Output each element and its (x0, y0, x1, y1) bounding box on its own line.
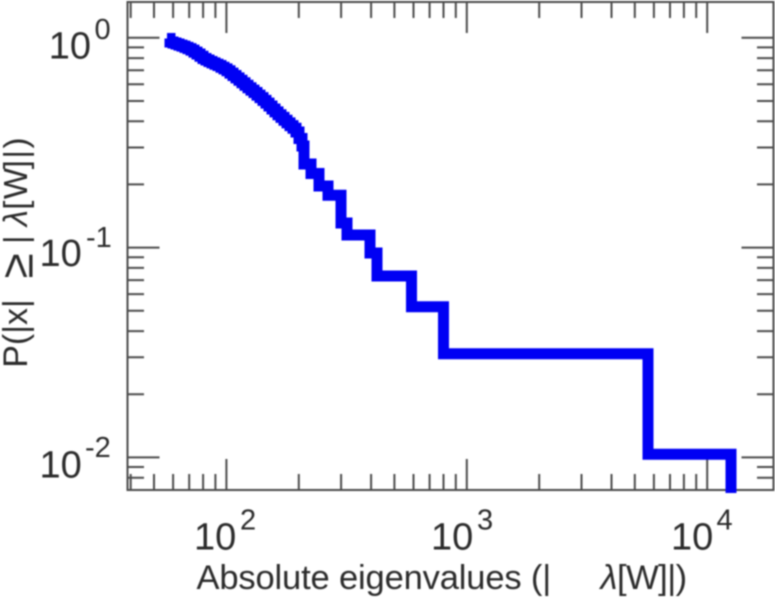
svg-text:≥: ≥ (0, 253, 43, 278)
svg-text:P(|x|: P(|x| (0, 299, 35, 368)
svg-text:λ[W]|): λ[W]|) (599, 559, 687, 597)
svg-text:0: 0 (95, 14, 111, 46)
svg-text:10: 10 (49, 26, 91, 68)
svg-text:|λ[W]|): |λ[W]|) (0, 136, 34, 244)
svg-text:10: 10 (431, 517, 473, 559)
svg-text:4: 4 (717, 505, 733, 537)
svg-text:10: 10 (40, 233, 82, 275)
svg-text:-1: -1 (86, 222, 112, 254)
svg-text:3: 3 (477, 505, 493, 537)
svg-text:2: 2 (240, 505, 256, 537)
svg-text:10: 10 (40, 444, 82, 486)
svg-text:Absolute eigenvalues (|: Absolute eigenvalues (| (197, 559, 552, 597)
svg-text:10: 10 (194, 517, 236, 559)
svg-text:-2: -2 (85, 432, 111, 464)
svg-text:10: 10 (671, 517, 713, 559)
